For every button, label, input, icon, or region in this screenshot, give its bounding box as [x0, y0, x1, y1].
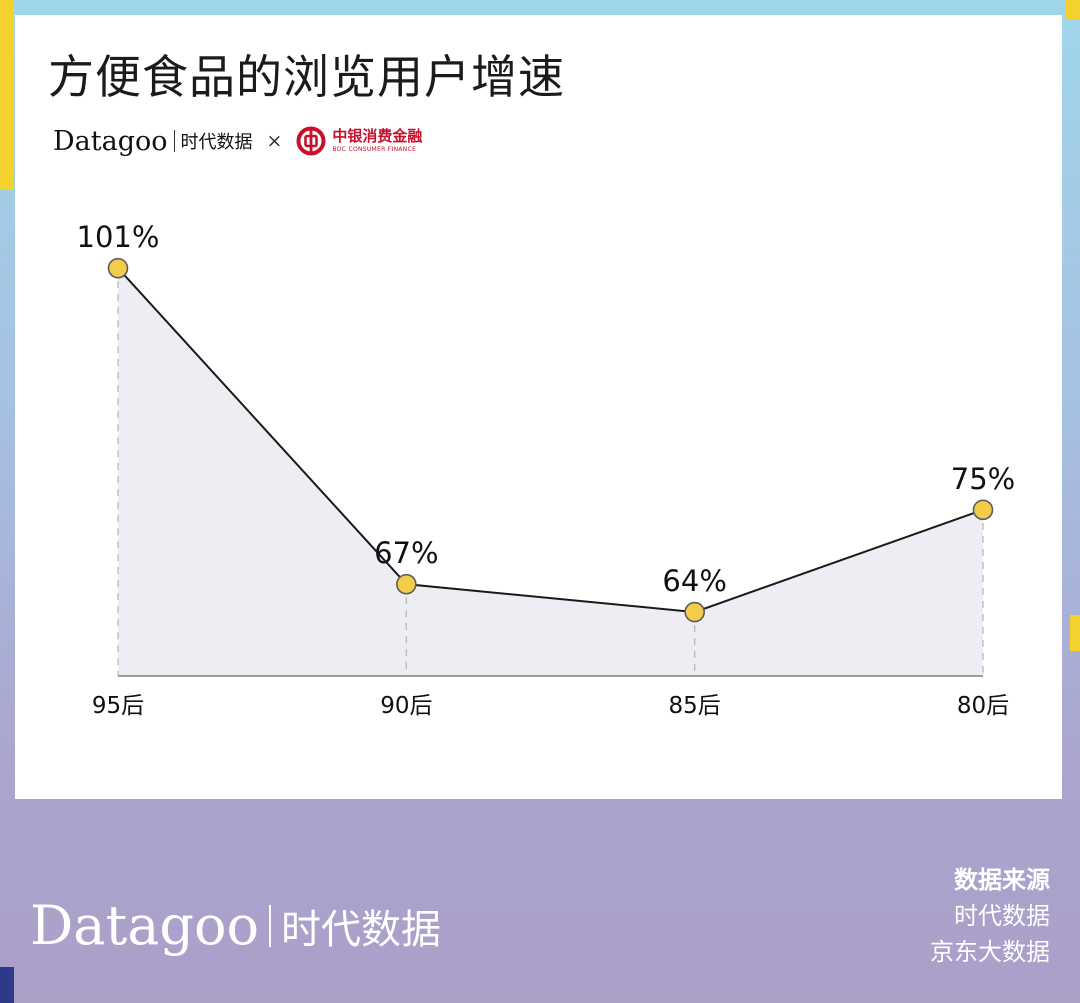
- footer-cn-name: 时代数据: [280, 906, 441, 953]
- navy-accent-bar: [0, 967, 14, 1003]
- brand-divider: [173, 130, 175, 152]
- data-point: [396, 573, 417, 595]
- data-label: 75%: [951, 462, 1015, 496]
- data-source: 数据来源 时代数据 京东大数据: [930, 862, 1050, 970]
- boc-cn-name: 中银消费金融: [332, 127, 423, 145]
- datagoo-logo: Datagoo: [53, 125, 168, 157]
- area-fill: [118, 268, 983, 676]
- chart-card: 方便食品的浏览用户增速 Datagoo 时代数据 × 中银消费金融 BOC CO…: [15, 15, 1062, 799]
- x-tick-label: 85后: [669, 693, 721, 719]
- x-tick-label: 90后: [380, 693, 432, 719]
- x-tick-label: 95后: [92, 693, 144, 719]
- source-title: 数据来源: [954, 866, 1050, 894]
- footer-divider: [268, 904, 271, 947]
- data-point: [972, 499, 994, 521]
- brand-row: Datagoo 时代数据 × 中银消费金融 BOC CONSUMER FINAN…: [53, 123, 422, 159]
- yellow-accent-bar: [1066, 0, 1080, 20]
- footer-datagoo-logo: Datagoo: [30, 894, 259, 957]
- cross-symbol: ×: [266, 130, 283, 152]
- boc-logo-icon: [296, 126, 326, 156]
- data-label: 101%: [77, 220, 160, 254]
- boc-name: 中银消费金融 BOC CONSUMER FINANCE: [332, 129, 422, 153]
- data-point: [107, 257, 129, 279]
- datagoo-cn-name: 时代数据: [180, 132, 253, 153]
- data-point: [684, 601, 705, 623]
- series-line: [117, 267, 984, 614]
- data-label: 67%: [374, 536, 438, 570]
- footer-brand: Datagoo 时代数据: [30, 894, 441, 957]
- yellow-accent-bar: [0, 0, 14, 190]
- line-chart: 101% 67% 64% 75% 95后 90后 85后 80后: [77, 220, 1016, 719]
- boc-en-name: BOC CONSUMER FINANCE: [332, 146, 417, 153]
- source-item: 京东大数据: [930, 938, 1050, 966]
- yellow-accent-bar: [1070, 615, 1080, 651]
- data-label: 64%: [662, 564, 726, 598]
- x-tick-label: 80后: [957, 693, 1009, 719]
- chart-title: 方便食品的浏览用户增速: [48, 50, 565, 104]
- source-item: 时代数据: [954, 902, 1050, 930]
